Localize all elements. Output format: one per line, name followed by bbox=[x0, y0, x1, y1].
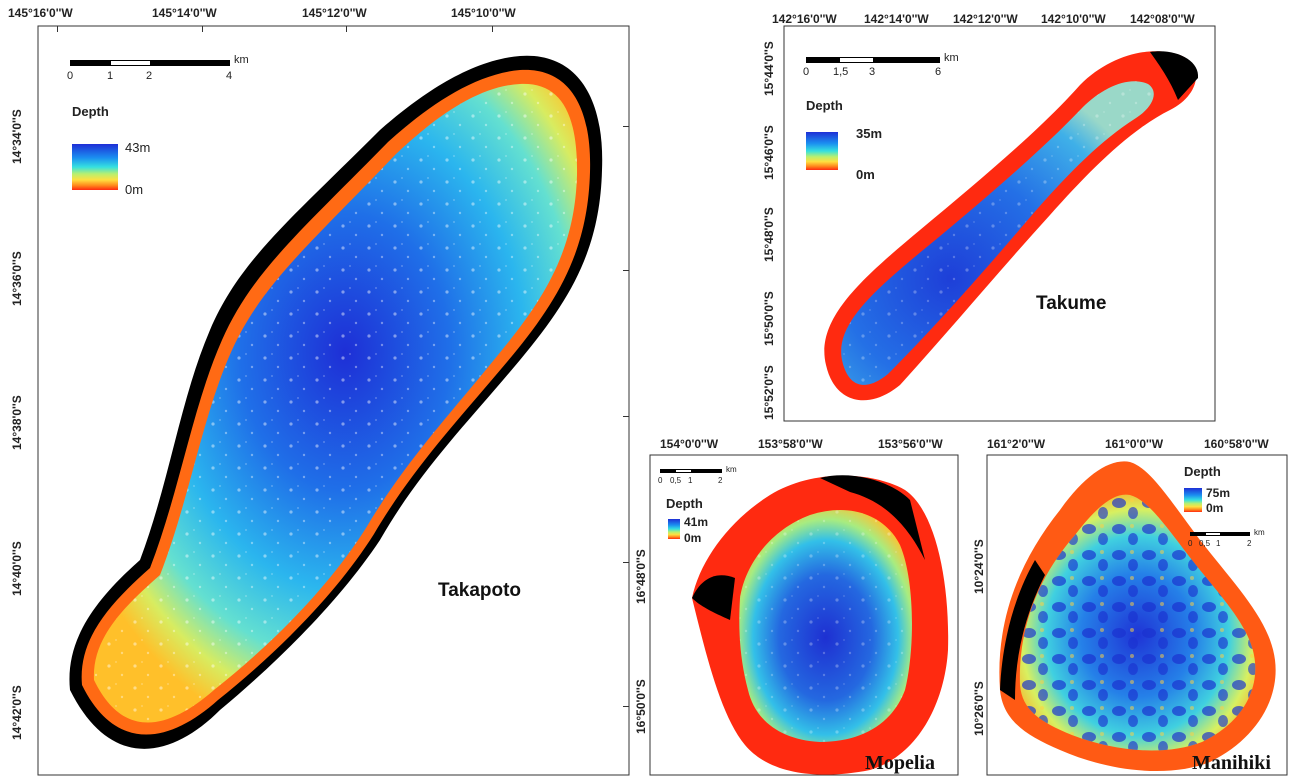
mopelia-legend-title: Depth bbox=[666, 496, 703, 511]
takume-scale-label: 1,5 bbox=[833, 66, 849, 78]
takume-lat-label: 15°50'0''S bbox=[762, 291, 776, 346]
takume-legend-title: Depth bbox=[806, 98, 843, 113]
manihiki-scale-label: 2 bbox=[1247, 539, 1252, 548]
mopelia-legend-min: 0m bbox=[684, 531, 702, 545]
takapoto-legend-max: 43m bbox=[125, 140, 151, 155]
mopelia-lat-label: 16°50'0''S bbox=[634, 679, 648, 734]
mopelia-lat-label: 16°48'0''S bbox=[634, 549, 648, 604]
takapoto-scale-label: 1 bbox=[107, 70, 114, 82]
manihiki-lat-label: 10°24'0''S bbox=[972, 539, 986, 594]
takume-scale-label: 0 bbox=[803, 66, 810, 78]
mopelia-lon-label: 153°56'0''W bbox=[878, 437, 943, 451]
takapoto-lat-label: 14°36'0''S bbox=[10, 251, 24, 306]
takapoto-lat-label: 14°34'0''S bbox=[10, 109, 24, 164]
takapoto-scale-bar bbox=[70, 60, 230, 66]
mopelia-scale-unit: km bbox=[726, 465, 737, 474]
manihiki-legend-max: 75m bbox=[1206, 486, 1231, 500]
manihiki-lon-label: 161°0'0''W bbox=[1105, 437, 1164, 451]
takume-lon-label: 142°16'0''W bbox=[772, 12, 837, 26]
takume-legend-min: 0m bbox=[856, 167, 875, 182]
takapoto-name: Takapoto bbox=[438, 580, 522, 601]
takapoto-lat-label: 14°42'0''S bbox=[10, 685, 24, 740]
manihiki-depth-ramp bbox=[1184, 488, 1202, 512]
takapoto-legend-min: 0m bbox=[125, 182, 144, 197]
takume-name: Takume bbox=[1036, 293, 1107, 314]
takume-legend-max: 35m bbox=[856, 126, 883, 141]
takume-scale-bar bbox=[806, 57, 940, 63]
takapoto-scale-label: 2 bbox=[146, 70, 153, 82]
manihiki-scale-bar bbox=[1190, 532, 1250, 536]
mopelia-scale-label: 0,5 bbox=[670, 476, 682, 485]
takapoto-lat-label: 14°38'0''S bbox=[10, 395, 24, 450]
mopelia-name: Mopelia bbox=[865, 752, 935, 774]
frame-tick bbox=[623, 416, 629, 417]
takapoto-lon-label: 145°12'0''W bbox=[302, 6, 367, 20]
mopelia-scale-bar bbox=[660, 469, 722, 473]
manihiki-atoll bbox=[999, 461, 1276, 772]
takume-lat-label: 15°48'0''S bbox=[762, 207, 776, 262]
frame-tick bbox=[623, 126, 629, 127]
manihiki-lon-label: 161°2'0''W bbox=[987, 437, 1046, 451]
manihiki-scale-label: 0,5 bbox=[1199, 539, 1211, 548]
mopelia-depth-ramp bbox=[668, 519, 680, 539]
frame-tick bbox=[346, 26, 347, 32]
manihiki-scale-label: 1 bbox=[1216, 539, 1221, 548]
mopelia-lon-label: 153°58'0''W bbox=[758, 437, 823, 451]
takapoto-lon-label: 145°16'0''W bbox=[8, 6, 73, 20]
takume-lat-label: 15°52'0''S bbox=[762, 365, 776, 420]
mopelia-legend-max: 41m bbox=[684, 515, 709, 529]
takapoto-lon-label: 145°10'0''W bbox=[451, 6, 516, 20]
mopelia-atoll bbox=[692, 475, 949, 775]
mopelia-lon-label: 154°0'0''W bbox=[660, 437, 719, 451]
manihiki-lat-label: 10°26'0''S bbox=[972, 681, 986, 736]
takapoto-lat-label: 14°40'0''S bbox=[10, 541, 24, 596]
takapoto-scale-label: 4 bbox=[226, 70, 233, 82]
frame-tick bbox=[623, 270, 629, 271]
frame-tick bbox=[202, 26, 203, 32]
frame-tick bbox=[623, 706, 629, 707]
manihiki-lon-label: 160°58'0''W bbox=[1204, 437, 1269, 451]
mopelia-scale-label: 1 bbox=[688, 476, 693, 485]
takume-lon-label: 142°10'0''W bbox=[1041, 12, 1106, 26]
takapoto-atoll bbox=[69, 55, 603, 749]
mopelia-scale-label: 0 bbox=[658, 476, 663, 485]
takume-lat-label: 15°46'0''S bbox=[762, 125, 776, 180]
takume-scale-label: 6 bbox=[935, 66, 942, 78]
manihiki-name: Manihiki bbox=[1192, 752, 1271, 774]
takapoto-lon-label: 145°14'0''W bbox=[152, 6, 217, 20]
frame-tick bbox=[492, 26, 493, 32]
takume-lat-label: 15°44'0''S bbox=[762, 41, 776, 96]
takume-atoll bbox=[824, 51, 1199, 401]
takapoto-depth-ramp bbox=[72, 144, 118, 190]
frame-tick bbox=[57, 26, 58, 32]
takume-lon-label: 142°14'0''W bbox=[864, 12, 929, 26]
takume-scale-label: 3 bbox=[869, 66, 876, 78]
mopelia-scale-label: 2 bbox=[718, 476, 723, 485]
takapoto-legend-title: Depth bbox=[72, 104, 109, 119]
manihiki-legend-min: 0m bbox=[1206, 501, 1224, 515]
takume-scale-unit: km bbox=[944, 52, 959, 64]
takapoto-scale-unit: km bbox=[234, 54, 249, 66]
manihiki-scale-label: 0 bbox=[1188, 539, 1193, 548]
manihiki-legend-title: Depth bbox=[1184, 464, 1221, 479]
takume-lon-label: 142°08'0''W bbox=[1130, 12, 1195, 26]
takume-lon-label: 142°12'0''W bbox=[953, 12, 1018, 26]
frame-tick bbox=[623, 562, 629, 563]
takapoto-scale-label: 0 bbox=[67, 70, 74, 82]
manihiki-scale-unit: km bbox=[1254, 528, 1265, 537]
takume-depth-ramp bbox=[806, 132, 838, 170]
